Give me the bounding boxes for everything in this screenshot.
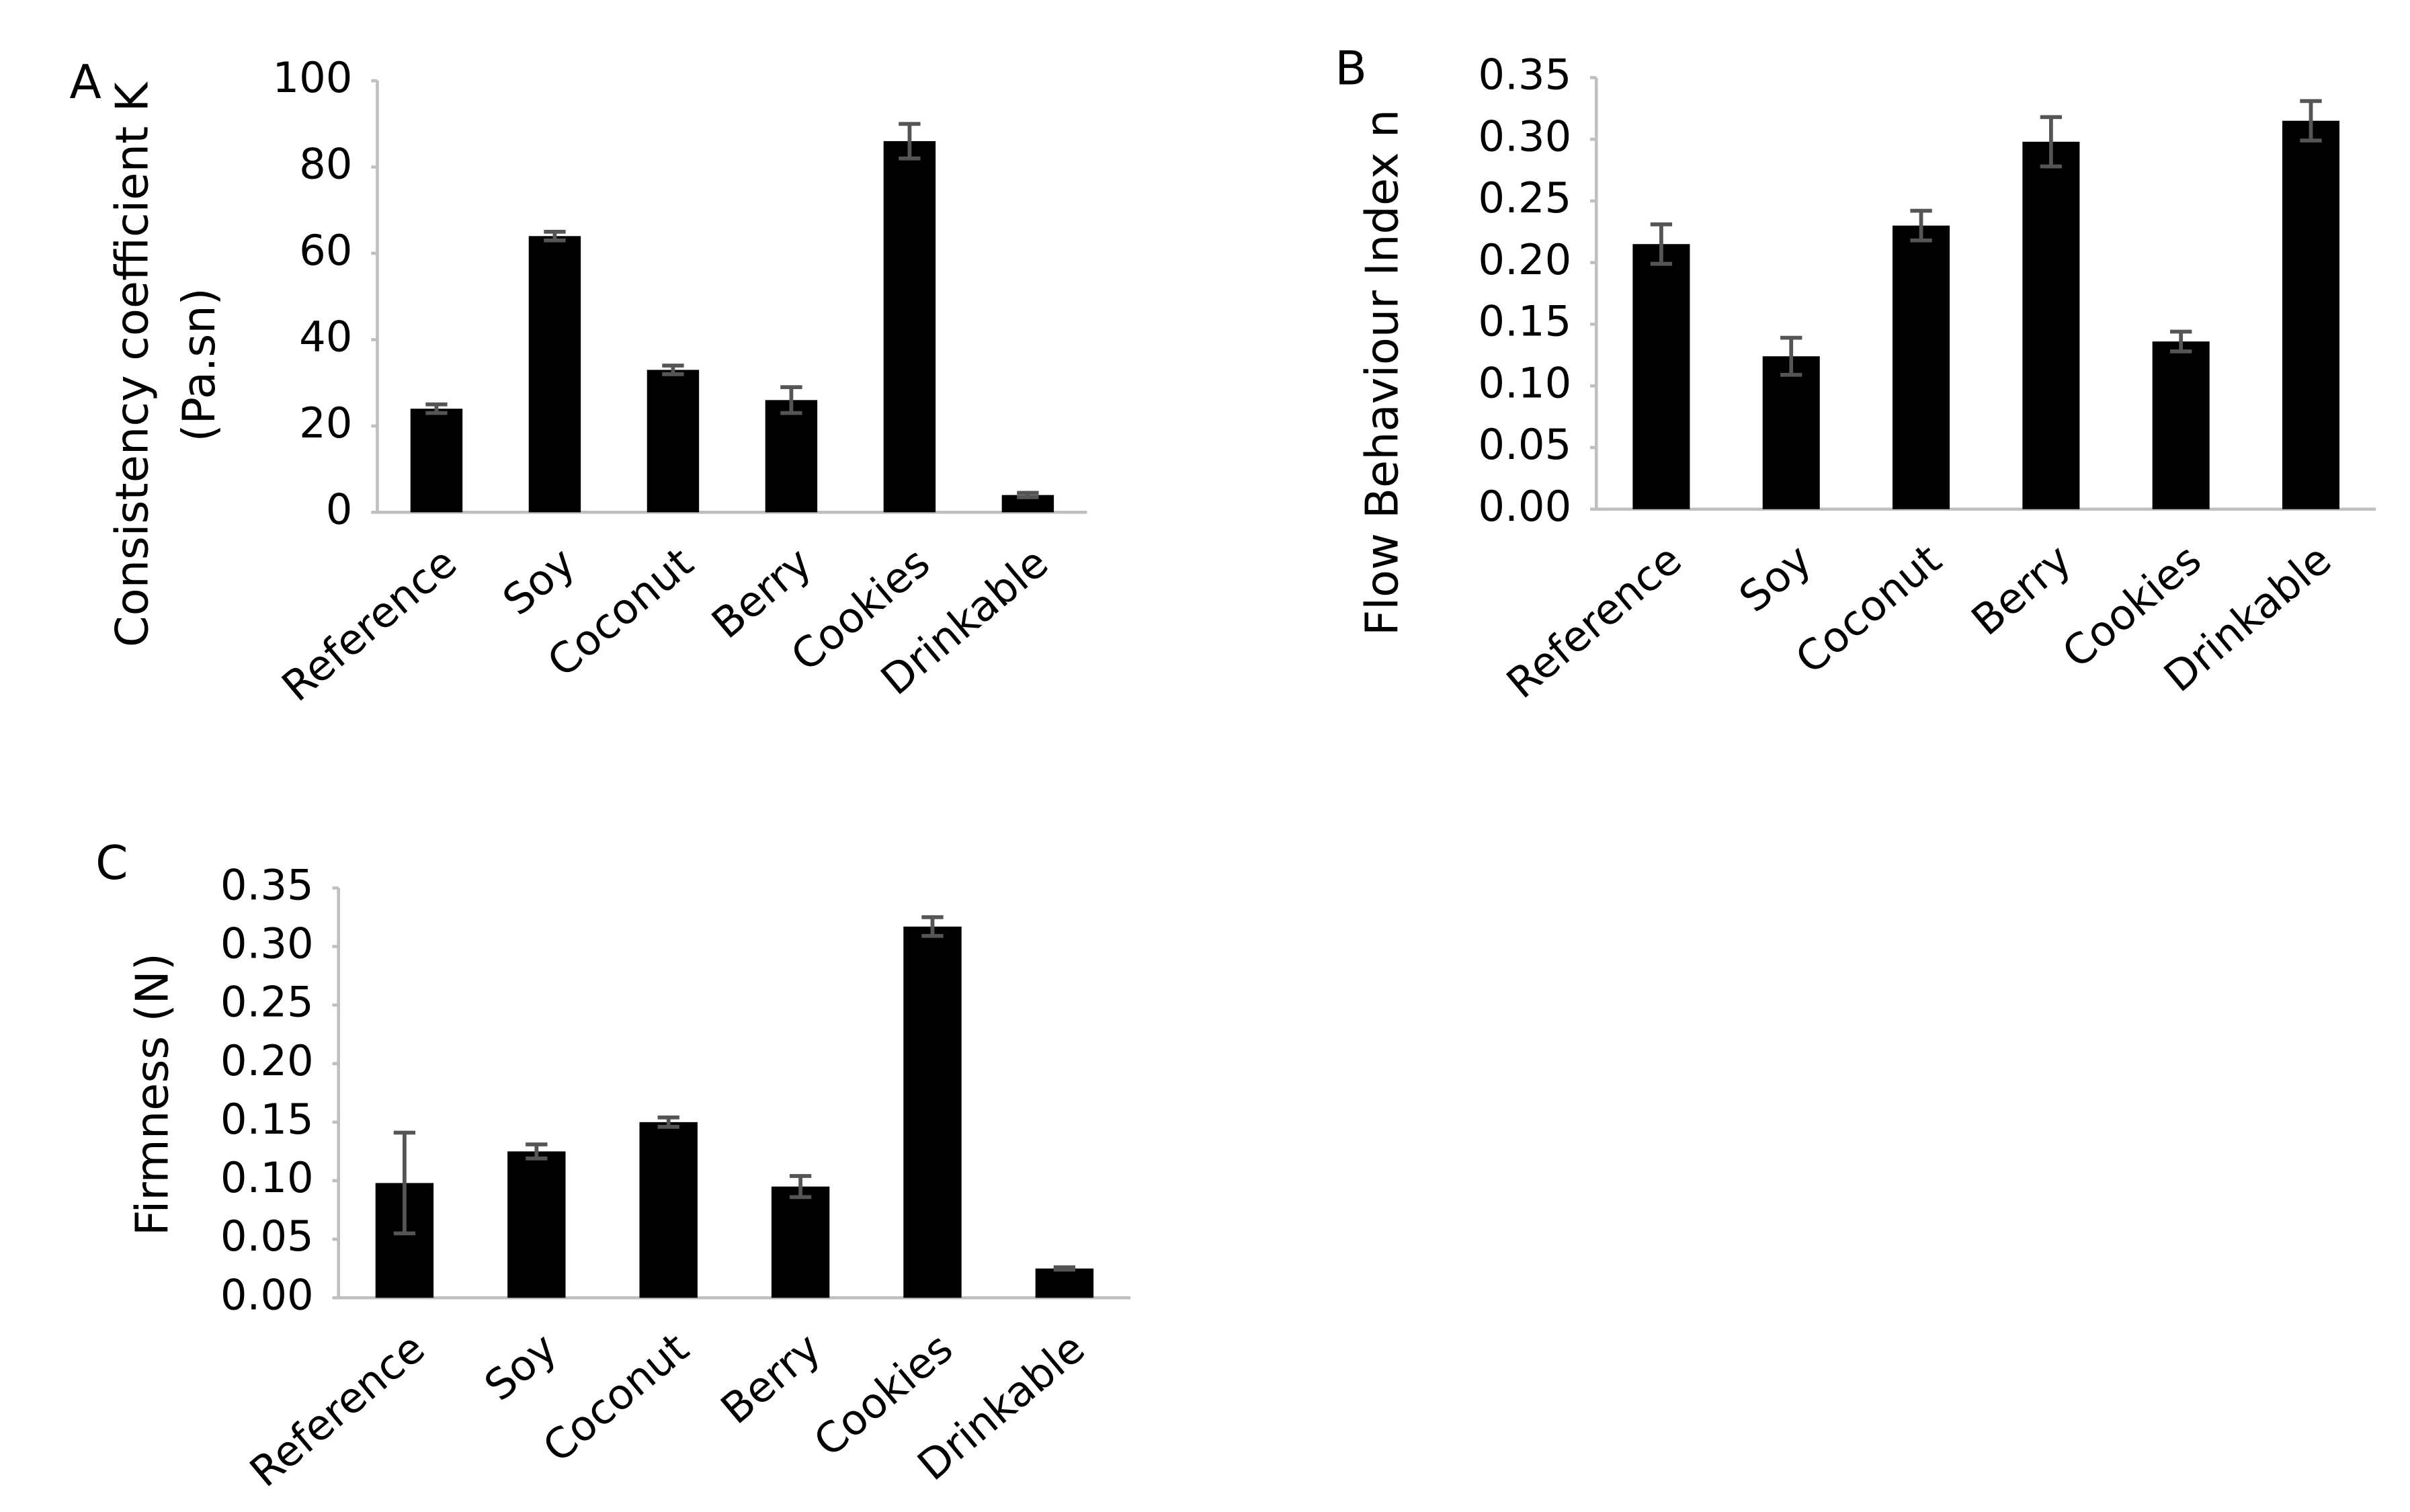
y-tick-label: 0.05 — [1478, 420, 1571, 469]
x-tick-label: Reference — [273, 538, 466, 711]
error-bar — [1053, 1265, 1076, 1272]
x-tick-label: Coconut — [534, 1323, 698, 1472]
x-tick-label: Berry — [712, 1323, 830, 1433]
y-tick-label: 0.10 — [1478, 358, 1571, 407]
error-bar — [1650, 222, 1673, 266]
error-bar — [789, 1174, 812, 1200]
bar — [765, 400, 818, 513]
error-bar — [2170, 329, 2192, 353]
bar — [647, 370, 700, 513]
x-tick-label: Soy — [493, 538, 584, 625]
x-tick-label: Reference — [1497, 535, 1691, 708]
x-tick-label: Soy — [475, 1323, 566, 1411]
panel-label: C — [95, 837, 128, 890]
y-tick-label: 0.30 — [1478, 112, 1571, 161]
bar — [1893, 225, 1950, 509]
bar — [903, 926, 962, 1298]
error-bar — [1017, 491, 1039, 499]
y-tick-label: 0.35 — [1478, 50, 1571, 99]
y-tick-label: 0.15 — [1478, 297, 1571, 346]
bar — [1762, 356, 1820, 509]
y-axis-label: (Pa.sn) — [173, 288, 225, 442]
y-axis-label: Consistency coefficient K — [106, 81, 159, 648]
y-tick-label: 0 — [326, 485, 353, 534]
error-bar — [921, 915, 944, 938]
panel-label: B — [1335, 42, 1367, 95]
y-tick-label: 0.00 — [220, 1270, 314, 1319]
y-tick-label: 0.00 — [1478, 482, 1571, 531]
error-bar — [526, 1142, 548, 1161]
bar — [639, 1122, 698, 1298]
bar — [2282, 120, 2340, 509]
y-tick-label: 0.35 — [220, 860, 314, 909]
bar — [2152, 341, 2210, 509]
bar — [771, 1186, 830, 1298]
y-tick-label: 0.20 — [220, 1036, 314, 1085]
bar — [1632, 244, 1690, 509]
bar — [410, 409, 463, 513]
y-tick-label: 0.30 — [220, 919, 314, 968]
y-tick-label: 0.10 — [220, 1153, 314, 1202]
error-bar — [2300, 99, 2322, 142]
x-tick-label: Soy — [1730, 535, 1821, 622]
y-tick-label: 0.15 — [220, 1095, 314, 1144]
error-bar — [1780, 335, 1802, 377]
y-tick-label: 0.25 — [220, 978, 314, 1027]
y-tick-label: 0.25 — [1478, 173, 1571, 222]
x-tick-label: Berry — [1962, 535, 2081, 645]
error-bar — [657, 1115, 679, 1129]
bar — [2022, 141, 2080, 509]
y-tick-label: 20 — [299, 398, 352, 448]
x-tick-label: Reference — [241, 1323, 434, 1497]
y-tick-label: 100 — [272, 53, 352, 102]
error-bar — [393, 1130, 416, 1236]
bar — [528, 236, 581, 513]
error-bar — [899, 122, 921, 161]
error-bar — [780, 385, 802, 415]
error-bar — [425, 402, 448, 415]
error-bar — [2040, 115, 2063, 169]
error-bar — [544, 230, 566, 243]
y-tick-label: 0.05 — [220, 1212, 314, 1261]
y-tick-label: 40 — [299, 312, 352, 362]
y-axis-label: Flow Behaviour Index n — [1356, 110, 1409, 636]
panel-label: A — [69, 56, 101, 110]
error-bar — [662, 364, 684, 376]
y-tick-label: 60 — [299, 226, 352, 275]
x-tick-label: Coconut — [1786, 535, 1950, 684]
y-axis-label: Firmness (N) — [126, 953, 179, 1236]
bar — [1035, 1268, 1094, 1298]
y-tick-label: 80 — [299, 140, 352, 189]
error-bar — [1910, 208, 1932, 243]
bar — [883, 141, 936, 513]
bar — [507, 1151, 566, 1298]
y-tick-label: 0.20 — [1478, 235, 1571, 284]
